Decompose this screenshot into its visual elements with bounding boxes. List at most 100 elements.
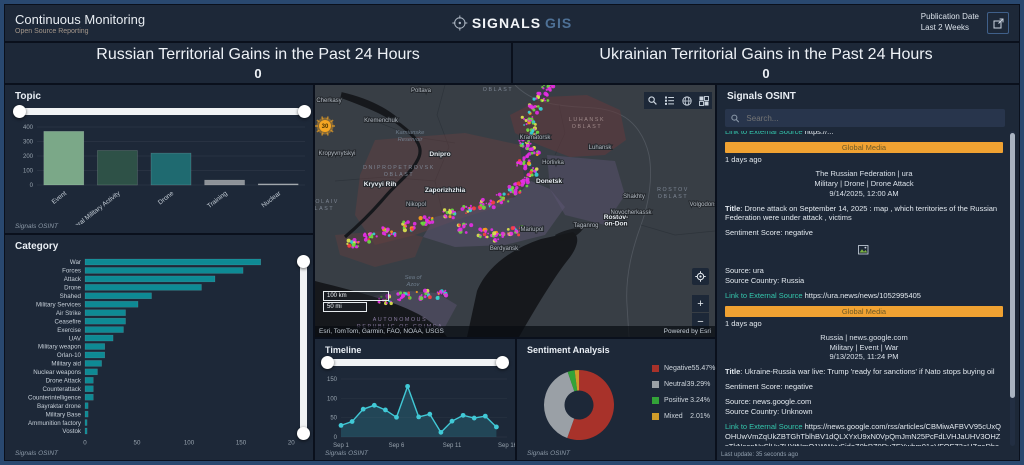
external-source-link[interactable]: Link to External Source xyxy=(725,131,805,136)
city-label-rostov-on-don: Rostov- xyxy=(604,214,629,221)
timeline-point-10[interactable] xyxy=(449,418,455,424)
feed-scrollbar[interactable] xyxy=(1010,131,1015,446)
timeline-point-1[interactable] xyxy=(349,419,355,424)
category-bar-20[interactable] xyxy=(84,427,88,435)
legend-row-positive[interactable]: Positive 3.24% xyxy=(652,397,710,404)
water-label: Reservoir xyxy=(398,137,424,143)
topic-bar-4[interactable] xyxy=(257,183,299,186)
map-canvas[interactable]: 30KHARKIVOBLASTLUHANSKOBLASTDNIPROPETROV… xyxy=(315,85,715,337)
slider-handle-left[interactable] xyxy=(321,356,334,369)
slider-track[interactable] xyxy=(327,359,503,366)
category-bar-9[interactable] xyxy=(84,334,114,342)
topic-bar-2[interactable] xyxy=(150,152,192,186)
sentiment-slice-negative[interactable] xyxy=(567,370,614,440)
feed-item-2[interactable]: Global Media 1 days ago Russia | news.goog… xyxy=(725,305,1003,446)
category-bar-15[interactable] xyxy=(84,385,94,392)
timeline-point-5[interactable] xyxy=(394,414,399,420)
feed-item-1[interactable]: Global Media 1 days ago The Russian Federa… xyxy=(725,142,1003,301)
category-bar-4[interactable] xyxy=(84,292,152,299)
feed-search[interactable] xyxy=(725,109,1005,127)
category-bar-1[interactable] xyxy=(84,267,244,274)
search-icon xyxy=(648,96,657,105)
map-zoom-in-button[interactable]: + xyxy=(692,295,709,312)
timeline-point-12[interactable] xyxy=(471,415,477,421)
sentiment-slice-mixed[interactable] xyxy=(574,370,580,391)
topic-range-slider[interactable] xyxy=(11,105,311,118)
topic-bar-0[interactable] xyxy=(43,131,85,186)
sentiment-donut-chart[interactable] xyxy=(517,355,647,455)
slider-handle-right[interactable] xyxy=(298,105,311,118)
map-search-button[interactable] xyxy=(644,92,661,109)
powered-by-esri: Powered by Esri xyxy=(663,328,711,335)
category-bar-16[interactable] xyxy=(84,393,94,401)
category-bar-0[interactable] xyxy=(84,258,261,266)
category-bar-8[interactable] xyxy=(84,326,124,333)
timeline-point-7[interactable] xyxy=(416,414,422,420)
timeline-point-0[interactable] xyxy=(338,423,344,428)
cluster-marker[interactable]: 30 xyxy=(315,116,335,136)
legend-row-neutral[interactable]: Neutral 39.29% xyxy=(652,381,710,388)
timeline-point-8[interactable] xyxy=(427,411,433,417)
slider-handle-right[interactable] xyxy=(496,356,509,369)
category-bar-7[interactable] xyxy=(84,317,126,325)
timeline-point-4[interactable] xyxy=(383,407,388,413)
category-bar-3[interactable] xyxy=(84,284,202,291)
topic-bar-3[interactable] xyxy=(204,179,245,186)
category-bar-18[interactable] xyxy=(84,410,89,418)
legend-row-negative[interactable]: Negative 55.47% xyxy=(652,365,715,372)
city-label-kryvyi-rih: Kryvyi Rih xyxy=(364,181,397,188)
sea-of-azov xyxy=(467,232,578,337)
timeline-point-9[interactable] xyxy=(438,429,444,435)
timeline-point-14[interactable] xyxy=(494,424,499,430)
app-title: Continuous Monitoring xyxy=(15,11,146,27)
map-zoom-out-button[interactable]: − xyxy=(692,313,709,330)
external-source-link[interactable]: Link to External Source xyxy=(725,421,805,431)
slider-track[interactable] xyxy=(17,108,301,115)
category-bar-5[interactable] xyxy=(84,301,139,308)
category-bar-10[interactable] xyxy=(84,343,105,350)
timeline-point-11[interactable] xyxy=(460,412,466,418)
region-label: OBLAST xyxy=(572,124,603,130)
map-basemap-button[interactable] xyxy=(678,92,695,109)
timeline-line-chart[interactable]: 0 50 100 150 Sep 1 Sep 6 Sep 11 Sep 16 xyxy=(315,371,515,451)
open-external-button[interactable] xyxy=(987,12,1009,34)
timeline-point-13[interactable] xyxy=(482,413,488,419)
slider-track[interactable] xyxy=(300,261,307,434)
category-bar-12[interactable] xyxy=(84,360,102,367)
slider-handle-top[interactable] xyxy=(297,255,310,268)
map-locate-button[interactable] xyxy=(692,268,709,285)
timeline-point-6[interactable] xyxy=(405,383,410,389)
header-titles: Continuous Monitoring Open Source Report… xyxy=(15,12,145,35)
sentiment-slice-positive[interactable] xyxy=(567,370,578,392)
category-bar-13[interactable] xyxy=(84,368,98,376)
category-range-slider[interactable] xyxy=(297,255,310,440)
category-bar-17[interactable] xyxy=(84,402,89,409)
category-label: Orlan-10 xyxy=(57,352,82,359)
feed-list[interactable]: Link to External Source https://... Globa… xyxy=(725,131,1003,446)
timeline-point-3[interactable] xyxy=(371,402,377,408)
category-label: Drone xyxy=(64,285,81,292)
map-legend-button[interactable] xyxy=(661,92,678,109)
category-bar-2[interactable] xyxy=(84,275,216,283)
feed-scrollbar-thumb[interactable] xyxy=(1010,133,1015,398)
external-source-link[interactable]: Link to External Source xyxy=(725,290,805,300)
topic-bar-1[interactable] xyxy=(97,150,138,186)
category-bar-6[interactable] xyxy=(84,309,126,316)
legend-row-mixed[interactable]: Mixed 2.01% xyxy=(652,413,710,420)
category-bar-11[interactable] xyxy=(84,351,105,359)
sentiment-slice-neutral[interactable] xyxy=(544,371,575,438)
x-tick-label: Sep 11 xyxy=(443,443,462,449)
category-bar-14[interactable] xyxy=(84,377,94,384)
map-layers-button[interactable] xyxy=(695,92,712,109)
x-tick-label: 100 xyxy=(184,439,195,445)
feed-search-input[interactable] xyxy=(744,112,999,124)
region-label: KHARKIV xyxy=(481,85,515,86)
category-bar-19[interactable] xyxy=(84,419,88,426)
timeline-range-slider[interactable] xyxy=(321,356,509,369)
legend-label: Mixed xyxy=(664,413,683,420)
timeline-point-2[interactable] xyxy=(360,406,366,412)
slider-handle-left[interactable] xyxy=(13,105,26,118)
slider-handle-bottom[interactable] xyxy=(297,427,310,440)
